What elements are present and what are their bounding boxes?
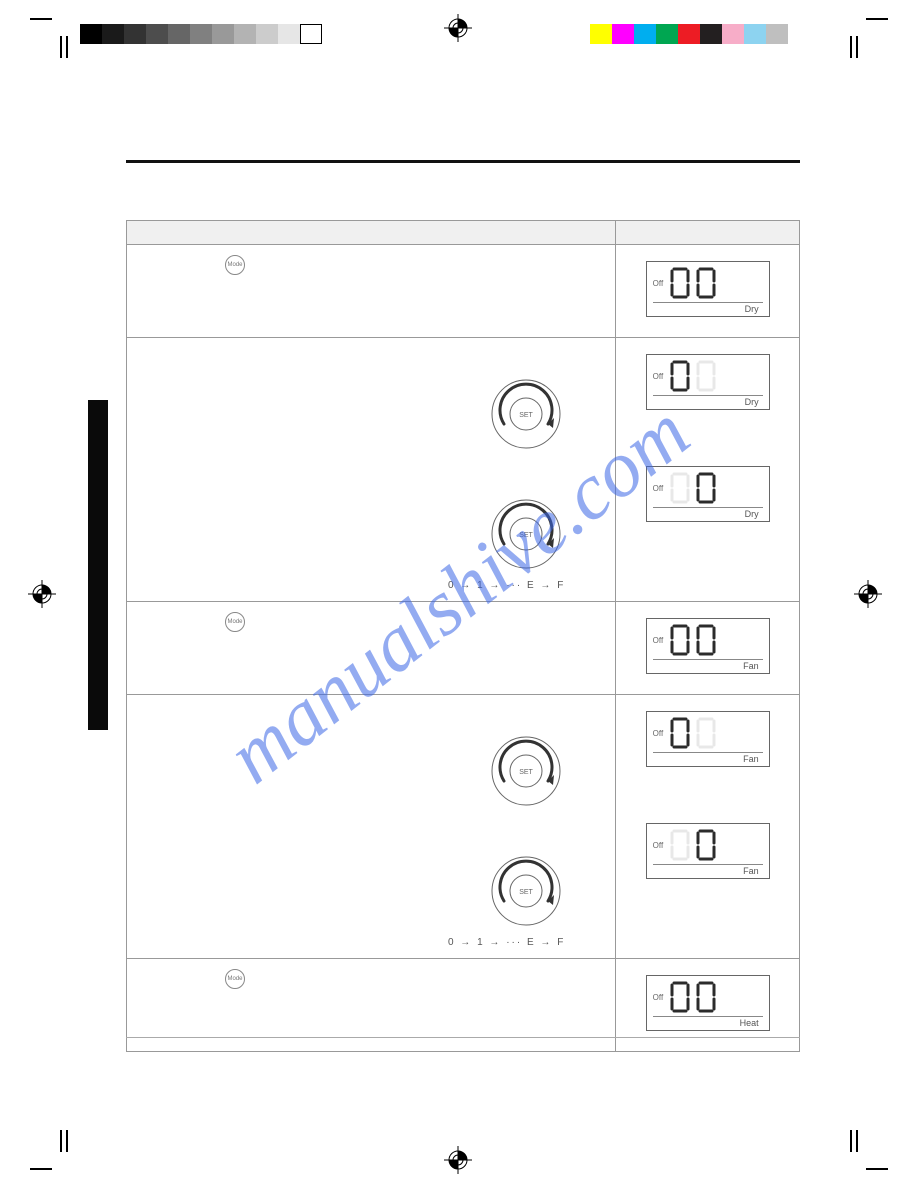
sequence-text: 0 → 1 → ··· E → F xyxy=(137,580,605,591)
table-cell-display: Off Dry xyxy=(616,245,800,338)
crop-mark xyxy=(866,18,888,20)
lcd-off-label: Off xyxy=(653,636,664,645)
lcd-digit xyxy=(669,266,691,300)
table-cell-procedure: SET SET 0 → 1 → ··· E → F xyxy=(127,338,616,602)
lcd-digit xyxy=(695,980,717,1014)
page-content: Mode Off Dry SET SET 0 → 1 → ··· E → F xyxy=(88,120,830,1078)
lcd-digit xyxy=(695,828,717,862)
lcd-mode-label: Heat xyxy=(653,1017,763,1028)
table-cell-procedure: Mode xyxy=(127,602,616,695)
table-cell-display: Off Fan Off Fan xyxy=(616,695,800,959)
crop-mark xyxy=(850,36,852,58)
table-header-display xyxy=(616,221,800,245)
svg-text:SET: SET xyxy=(519,412,533,419)
lcd-digit xyxy=(695,623,717,657)
lcd-display: Off Fan xyxy=(646,823,770,879)
registration-icon xyxy=(444,1146,472,1174)
lcd-mode-label: Dry xyxy=(653,303,763,314)
lcd-mode-label: Dry xyxy=(653,396,763,407)
crop-mark xyxy=(30,1168,52,1170)
table-cell-procedure: SET SET 0 → 1 → ··· E → F xyxy=(127,695,616,959)
lcd-digit xyxy=(669,980,691,1014)
lcd-off-label: Off xyxy=(653,372,664,381)
lcd-digit xyxy=(695,716,717,750)
svg-text:SET: SET xyxy=(519,889,533,896)
color-swatch-bar xyxy=(590,24,788,44)
lcd-digit xyxy=(669,828,691,862)
lcd-digit xyxy=(669,471,691,505)
lcd-digit xyxy=(695,471,717,505)
table-cell-display: Off Dry Off Dry xyxy=(616,338,800,602)
set-dial-icon: SET xyxy=(488,496,564,572)
set-dial-icon: SET xyxy=(488,853,564,929)
table-cell-procedure: Mode xyxy=(127,245,616,338)
crop-mark xyxy=(66,36,68,58)
lcd-off-label: Off xyxy=(653,729,664,738)
lcd-digit xyxy=(669,716,691,750)
svg-text:SET: SET xyxy=(519,769,533,776)
registration-icon xyxy=(28,580,56,608)
lcd-off-label: Off xyxy=(653,279,664,288)
set-dial-icon: SET xyxy=(488,733,564,809)
lcd-mode-label: Fan xyxy=(653,865,763,876)
lcd-mode-label: Dry xyxy=(653,508,763,519)
mode-button-icon: Mode xyxy=(225,969,245,989)
table-cell-display: Off Fan xyxy=(616,602,800,695)
lcd-mode-label: Fan xyxy=(653,753,763,764)
lcd-off-label: Off xyxy=(653,484,664,493)
lcd-mode-label: Fan xyxy=(653,660,763,671)
set-dial-icon: SET xyxy=(488,376,564,452)
lcd-display: Off Fan xyxy=(646,711,770,767)
crop-mark xyxy=(66,1130,68,1152)
crop-mark xyxy=(60,36,62,58)
footer-rule xyxy=(126,1037,800,1038)
mode-button-icon: Mode xyxy=(225,255,245,275)
section-tab xyxy=(88,400,108,730)
table-row: SET SET 0 → 1 → ··· E → F Off Dry Off xyxy=(127,338,800,602)
procedure-table: Mode Off Dry SET SET 0 → 1 → ··· E → F xyxy=(126,220,800,1052)
crop-mark xyxy=(866,1168,888,1170)
crop-mark xyxy=(60,1130,62,1152)
lcd-digit xyxy=(669,623,691,657)
lcd-off-label: Off xyxy=(653,841,664,850)
crop-mark xyxy=(856,1130,858,1152)
lcd-digit xyxy=(695,266,717,300)
lcd-digit xyxy=(669,359,691,393)
svg-text:SET: SET xyxy=(519,532,533,539)
title-rule xyxy=(126,160,800,163)
lcd-display: Off Fan xyxy=(646,618,770,674)
table-row: SET SET 0 → 1 → ··· E → F Off Fan Off xyxy=(127,695,800,959)
sequence-text: 0 → 1 → ··· E → F xyxy=(137,937,605,948)
registration-icon xyxy=(444,14,472,42)
crop-mark xyxy=(850,1130,852,1152)
table-row: Mode Off Fan xyxy=(127,602,800,695)
lcd-display: Off Heat xyxy=(646,975,770,1031)
table-header-procedure xyxy=(127,221,616,245)
crop-mark xyxy=(856,36,858,58)
lcd-off-label: Off xyxy=(653,993,664,1002)
lcd-digit xyxy=(695,359,717,393)
table-row: Mode Off Dry xyxy=(127,245,800,338)
mode-button-icon: Mode xyxy=(225,612,245,632)
registration-icon xyxy=(854,580,882,608)
grayscale-swatch-bar xyxy=(80,24,322,44)
lcd-display: Off Dry xyxy=(646,466,770,522)
lcd-display: Off Dry xyxy=(646,261,770,317)
crop-mark xyxy=(30,18,52,20)
lcd-display: Off Dry xyxy=(646,354,770,410)
